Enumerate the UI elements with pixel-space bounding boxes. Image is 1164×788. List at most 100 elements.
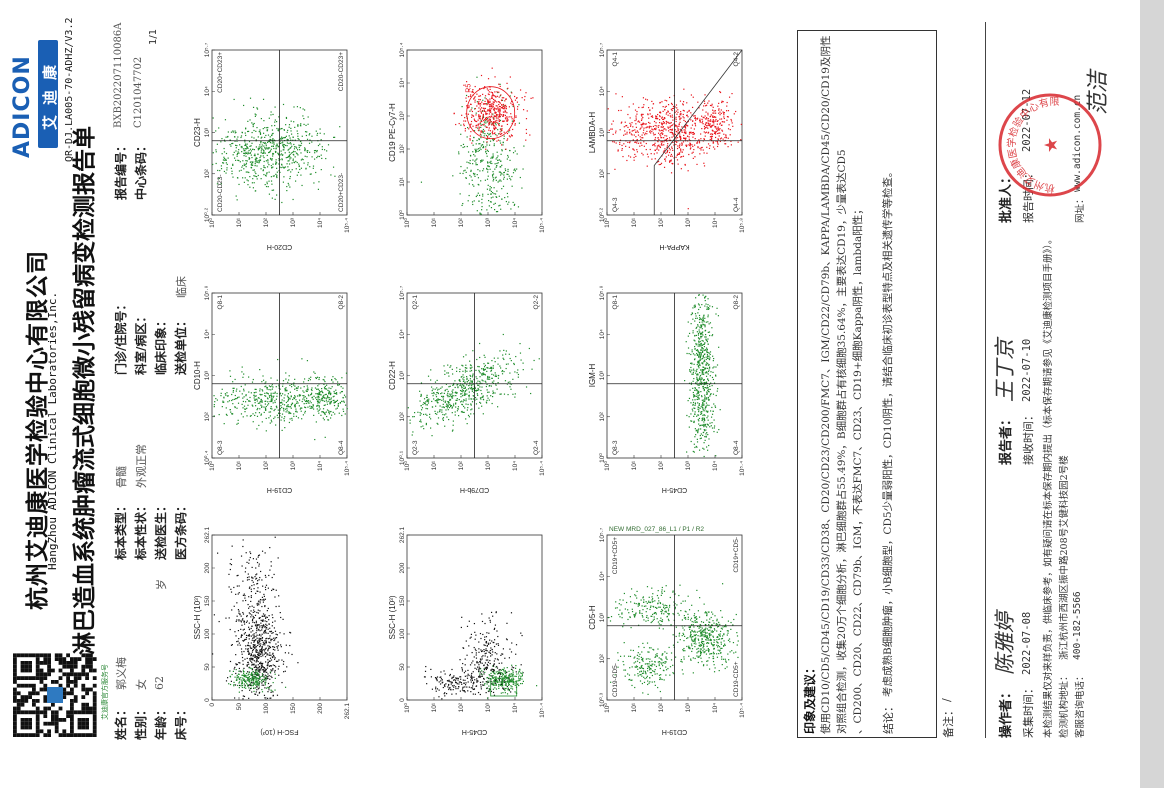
clinical-label: 临床印象：	[154, 314, 168, 375]
y-tick-label: 10³	[685, 702, 692, 712]
dot-plot-2: CD10-H 10⁰·⁴ 10² 10³ 10⁴ 10⁵·⁸ 10⁰ 10¹ 10² 10³ 10⁴…	[193, 285, 351, 493]
outpatient-label: 门诊/住院号：	[114, 298, 128, 375]
x-tick-label: 10⁴	[399, 329, 406, 339]
plot-title: CD19 PE-Cy7-H	[388, 103, 397, 162]
gate-label: R5	[466, 84, 473, 93]
x-tick-label: 10⁰	[598, 453, 606, 463]
collect-time-label: 采集时间：	[1022, 683, 1035, 738]
x-tick-label: 10⁵·⁷	[204, 42, 211, 57]
x-tick-label: 10²	[204, 411, 211, 421]
x-tick-label: 200	[399, 562, 406, 573]
x-tick-label: 10³	[599, 370, 606, 380]
y-tick-label: 10²	[458, 217, 465, 227]
y-tick-label: 100	[263, 703, 270, 714]
x-tick-label: 10⁰·²	[203, 207, 211, 222]
quadrant-label: CD20+CD23+	[217, 52, 224, 93]
impression-line-1: 使用CD10/CD5/CD45/CD19/CD33/CD38、CD20/CD23…	[820, 35, 832, 734]
collect-time: 2022-07-08	[1021, 611, 1033, 675]
quadrant-label: Q2-1	[412, 295, 419, 310]
age-label: 年龄：	[154, 703, 168, 740]
y-tick-label: 10³	[290, 217, 297, 227]
flow-cytometry-plots: SSC-H (10³) 0 50 100 150 200 262.1 0 50 100 150 200…	[190, 0, 790, 760]
remark-value: /	[940, 698, 953, 702]
x-tick-label: 10⁵·⁴	[399, 42, 406, 57]
quadrant-label: Q4-3	[612, 197, 619, 212]
patient-sex: 女	[135, 679, 148, 690]
plot-title: SSC-H (10³)	[388, 595, 397, 639]
address-label: 检测机构地址：	[1059, 671, 1070, 738]
reporter-signature: 王丁京	[993, 339, 1017, 402]
disclaimer: 本检测结果仅对来样负责，供临床参考，如有疑问请在标本保存期内提出（标本保存期请参…	[1043, 234, 1054, 738]
specimen-status-label: 标本性状：	[134, 499, 148, 560]
address: 浙江杭州市西湖区振中路208号艾健科技园2号楼	[1059, 455, 1070, 660]
quadrant-label: Q8-2	[733, 295, 740, 310]
x-tick-label: 50	[399, 663, 406, 671]
y-tick-label: 10³	[485, 217, 492, 227]
submitting-unit: 临床	[175, 276, 188, 298]
quadrant-label: Q2-2	[533, 295, 540, 310]
plot-title: CD5-H	[588, 605, 597, 630]
impression-line-2: 对照组合检测，收集20万个细胞分析，淋巴细胞群占55.49%，B细胞群占有核细胞…	[836, 149, 848, 734]
x-tick-label: 10⁵·⁷	[599, 527, 606, 542]
x-tick-label: 10⁰·²	[598, 207, 606, 222]
unit-label: 送检单位：	[174, 314, 188, 375]
y-tick-label: 10²	[458, 460, 465, 470]
y-axis-title: CD79b-H	[460, 486, 489, 493]
y-tick-label: 10⁵·⁴	[739, 703, 746, 718]
x-tick-label: 10⁴	[599, 86, 606, 96]
y-tick-label: 200	[317, 703, 324, 714]
x-tick-label: 10⁰	[398, 210, 406, 220]
hotline: 400-182-5566	[1072, 591, 1083, 660]
x-tick-label: 150	[204, 595, 211, 606]
x-tick-label: 10⁰·¹	[398, 450, 406, 465]
viewer-scrollbar[interactable]	[1140, 0, 1164, 788]
brand-chinese: 艾迪康	[41, 54, 59, 130]
x-tick-label: 150	[399, 595, 406, 606]
y-tick-label: 10⁰	[603, 703, 611, 713]
report-number-label: 报告编号：	[114, 139, 128, 200]
y-axis-title: FSC-H (10³)	[260, 728, 298, 735]
qr-caption: 艾迪康官方服务号	[101, 664, 109, 720]
x-tick-label: 10²	[599, 411, 606, 421]
y-axis-title: KAPPA-H	[659, 243, 689, 250]
y-tick-label: 10³	[290, 460, 297, 470]
official-seal: 杭州艾迪康医学检验中心有限公司 报告专用章 ★	[995, 93, 1102, 200]
quadrant-label: CD19-CD5+	[733, 661, 740, 697]
y-tick-label: 10⁰	[208, 461, 216, 471]
y-axis-title: CD45-H	[662, 486, 687, 493]
y-tick-label: 10³	[685, 217, 692, 227]
dot-plot-3: CD23-H 10⁰·² 10² 10³ 10⁴ 10⁵·⁷ 10⁰ 10¹ 10² 10³ 10⁴…	[193, 42, 351, 250]
plot-frame	[211, 534, 348, 701]
footer-divider	[985, 22, 986, 738]
y-axis-title: CD20-H	[267, 243, 292, 250]
dot-plot-1: SSC-H (10³) 0 50 100 150 200 262.1 0 50 100 150 200…	[193, 526, 351, 735]
dot-plot-8: IGM-H 10⁰ 10² 10³ 10⁴ 10⁵·⁸ 10⁰ 10¹ 10² 10³ 10⁴ 10⁵…	[588, 285, 746, 493]
y-tick-label: 10⁴	[317, 218, 324, 228]
y-tick-label: 10¹	[431, 217, 438, 227]
quadrant-label: Q2-3	[412, 440, 419, 455]
qr-code	[10, 650, 100, 740]
y-tick-label: 10⁰	[403, 703, 411, 713]
y-tick-label: 10²	[263, 217, 270, 227]
quadrant-label: CD19+CD5-	[733, 537, 740, 573]
dot-plot-9: LAMBDA-H 10⁰·² 10² 10³ 10⁴ 10⁵·⁷ 10⁰ 10¹ 10² 10³ 1…	[588, 42, 746, 250]
dot-plot-7: CD5-H NEW MRD_027_86_L1 / P1 / R2 10⁰·³ 10²…	[588, 526, 746, 735]
patient-age: 62	[153, 676, 166, 690]
y-tick-label: 10⁴	[317, 461, 324, 471]
x-tick-label: 10³	[399, 370, 406, 380]
plot-frame	[406, 49, 543, 216]
quadrant-label: Q8-3	[612, 440, 619, 455]
x-tick-label: 10²	[599, 168, 606, 178]
quadrant-label: Q8-4	[733, 440, 740, 455]
y-tick-label: 262.1	[344, 703, 351, 720]
quadrant-label: CD20-CD23-	[217, 174, 224, 212]
quadrant-label: Q8-1	[612, 295, 619, 310]
x-tick-label: 0	[399, 698, 406, 702]
impression-line-3: 、CD200、CD20、CD22、CD79b、IGM，不表达FMC7、CD23、…	[852, 204, 864, 734]
x-tick-label: 100	[204, 628, 211, 639]
report-sheet: 艾迪康官方服务号 杭州艾迪康医学检验中心有限公司 HangZhou ADICON…	[10, 0, 1111, 760]
x-tick-label: 10⁰·⁴	[203, 450, 211, 465]
quadrant-label: CD20-CD23+	[338, 52, 345, 91]
reporter-label: 报告者：	[999, 412, 1014, 465]
x-tick-label: 200	[204, 562, 211, 573]
